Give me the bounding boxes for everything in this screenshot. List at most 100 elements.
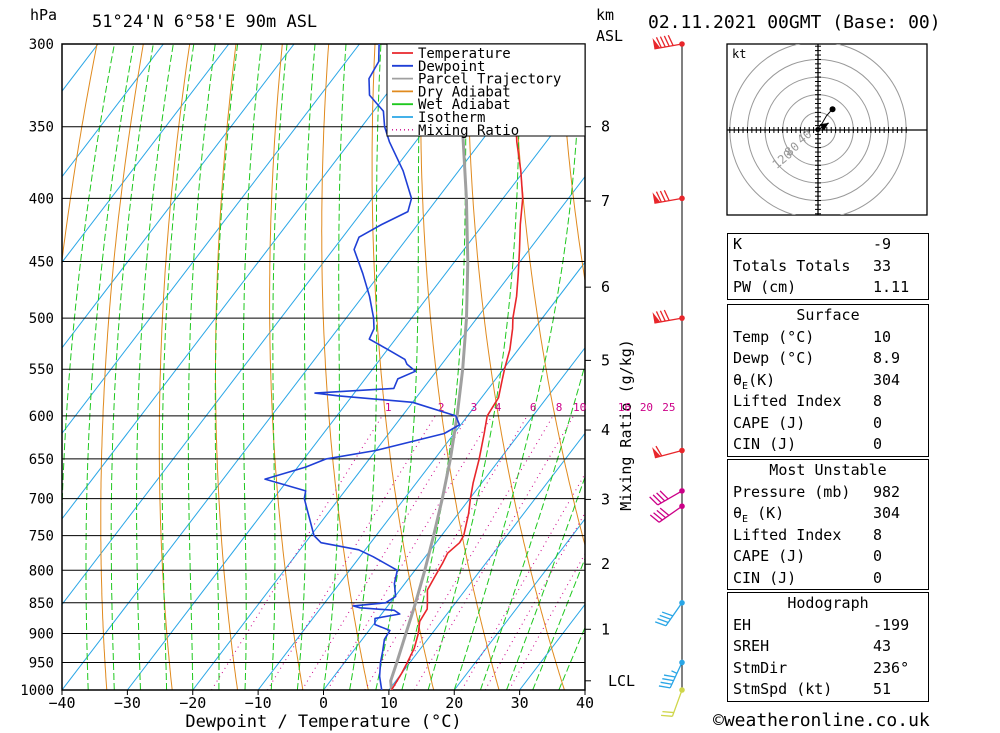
wind-barb-flag <box>652 494 662 504</box>
mixing-ratio-lines <box>211 415 585 690</box>
wind-barb-flag <box>653 512 663 521</box>
wind-barb-flag <box>654 621 667 627</box>
pressure-tick-label: 400 <box>29 191 54 207</box>
most-unstable-title: Most Unstable <box>769 461 887 479</box>
mixing-ratio-label: 8 <box>556 401 563 414</box>
stmspd-row: StmSpd (kt) 51 <box>733 680 892 698</box>
wind-barb-staff <box>665 602 683 627</box>
storm-motion-arrowhead <box>819 122 829 131</box>
mixing-ratio-label: 25 <box>662 401 675 414</box>
legend-box <box>386 43 586 137</box>
wind-barb-flag <box>649 514 660 523</box>
temp-tick-label: 0 <box>319 694 328 712</box>
wind-barb-flag <box>663 35 670 47</box>
legend-entry: Wet Adiabat <box>418 97 511 113</box>
temp-tick-label: 20 <box>445 694 463 712</box>
wind-barb <box>652 445 685 459</box>
surface-box: Surface Temp (°C) 10 Dewp (°C) 8.9 θE(K) 30… <box>727 304 929 457</box>
isotherm-line <box>388 432 585 690</box>
stmdir-row: StmDir 236° <box>733 658 910 677</box>
isotherm-line <box>323 346 585 690</box>
wind-barb-flag <box>659 490 669 500</box>
location-label: 51°24'N 6°58'E 90m ASL <box>92 12 318 32</box>
wind-barb-flag <box>657 617 669 624</box>
wet-adiabat-line <box>453 44 582 690</box>
wind-barb <box>652 190 685 204</box>
hodograph-params-box: Hodograph EH -199 SREH 43 StmDir 236° StmSp… <box>727 592 929 702</box>
asl-unit-label: ASL <box>596 27 624 45</box>
wind-barb-flag <box>655 191 662 203</box>
km-tick-label: 7 <box>601 192 610 210</box>
datetime-label: 02.11.2021 00GMT (Base: 00) <box>648 12 941 33</box>
wind-barb-flag <box>662 678 674 682</box>
pressure-tick-label: 500 <box>29 311 54 327</box>
pressure-tick-label: 350 <box>29 120 54 136</box>
wind-barb-staff <box>658 505 683 523</box>
temp-tick-label: 10 <box>380 694 398 712</box>
temp-tick-label: 30 <box>511 694 529 712</box>
wet-adiabat-line <box>401 44 468 690</box>
wind-barb <box>652 34 685 50</box>
mixing-ratio-label: 10 <box>573 401 586 414</box>
wind-barb-flag <box>660 681 672 685</box>
pressure-tick-label: 450 <box>29 255 54 271</box>
wet-adiabat-line <box>323 44 347 690</box>
mixing-ratio-label: 1 <box>385 401 392 414</box>
wind-barb-flag <box>659 36 666 48</box>
wet-adiabat-line <box>62 44 115 690</box>
wet-adiabat-line <box>532 557 585 690</box>
series-parcel-trajectory <box>389 44 470 690</box>
km-tick-label: 3 <box>601 490 610 508</box>
km-tick-label: 8 <box>601 118 610 136</box>
wind-barb-pennant <box>652 192 661 204</box>
temp-tick-label: 40 <box>576 694 594 712</box>
mixing-ratio-line <box>364 415 528 690</box>
mixing-ratio-label: 16 <box>618 401 631 414</box>
surface-temp-row: Temp (°C) 10 <box>733 327 892 346</box>
mu-theta-row: θE (K) 304 <box>733 504 901 525</box>
isotherm-line <box>192 175 585 690</box>
wind-barb <box>649 503 685 523</box>
series-group <box>264 44 524 690</box>
dry-adiabat-line <box>559 44 585 284</box>
wind-barb-flag <box>659 310 666 322</box>
dry-adiabat-line <box>215 44 238 690</box>
totals-totals-row: Totals Totals 33 <box>733 256 892 275</box>
dry-adiabat-line <box>420 44 500 690</box>
wind-barb-half-flag <box>671 670 678 674</box>
credit-link[interactable]: ©weatheronline.co.uk <box>713 710 930 731</box>
wind-barb-flag <box>667 34 674 46</box>
pressure-tick-label: 1000 <box>20 683 54 699</box>
dry-adiabat-line <box>158 44 191 690</box>
mixing-ratio-line <box>301 415 469 690</box>
sreh-row: SREH 43 <box>733 637 892 655</box>
wind-barb-staff <box>657 490 683 506</box>
wet-adiabat-line <box>349 44 382 690</box>
wind-barb-flag <box>663 309 670 321</box>
wind-barb <box>658 659 685 689</box>
km-tick-label: LCL <box>608 672 635 690</box>
mu-cape-row: CAPE (J) 0 <box>733 547 883 565</box>
surface-dewp-row: Dewp (°C) 8.9 <box>733 349 901 367</box>
km-tick-label: 4 <box>601 421 610 439</box>
mu-li-row: Lifted Index 8 <box>733 525 883 544</box>
wind-barb <box>661 687 685 717</box>
hodograph-end-dot <box>829 106 836 113</box>
wet-adiabat-line <box>506 475 585 690</box>
indices-box: K -9 Totals Totals 33 PW (cm) 1.11 <box>727 233 929 300</box>
dry-adiabat-line <box>321 44 369 690</box>
wet-adiabat-line <box>296 44 316 690</box>
wind-barb-flag <box>655 445 663 457</box>
mixing-ratio-line <box>508 552 585 690</box>
legend-entry: Temperature <box>418 46 511 62</box>
wind-barb-pennant <box>652 447 661 458</box>
wind-barb-flag <box>661 714 673 717</box>
wind-barb-flag <box>662 710 674 714</box>
legend-entry: Isotherm <box>418 110 485 126</box>
dry-adiabat-line <box>467 44 565 690</box>
wind-barb-flag <box>663 190 670 201</box>
isotherm-line <box>62 44 556 690</box>
pressure-tick-label: 550 <box>29 362 54 378</box>
